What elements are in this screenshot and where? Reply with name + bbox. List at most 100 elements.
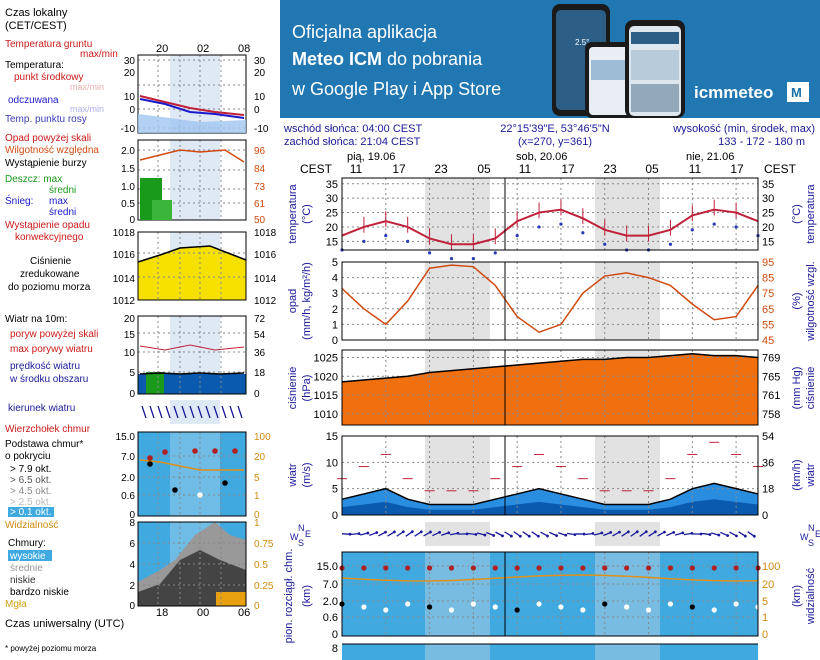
cloud-cover-label: Chmury: [8, 538, 46, 549]
legend-dew-area [138, 114, 246, 133]
cloud-base-mark [536, 601, 542, 607]
app-banner[interactable]: Oficjalna aplikacja Meteo ICM do pobrani… [280, 0, 820, 118]
cloud-frame [341, 551, 759, 637]
legend-clouds-rtick-4: 0 [254, 510, 260, 521]
legend-clouds-rtick-1: 20 [254, 452, 266, 463]
rh-ylabel-right: wilgotność wzgl. [805, 261, 817, 341]
legend-pressure-rtick-3: 1012 [254, 296, 277, 307]
wind-arrow-head [752, 534, 756, 538]
legend-precip-ltick-4: 0 [129, 215, 135, 226]
wind-tick-L-0: 15 [326, 431, 338, 443]
temp-series-line [341, 208, 759, 246]
wind-arrow-head [456, 531, 460, 535]
visibility-tick-R-1: 20 [762, 579, 774, 591]
speed-sub: w środku obszaru [9, 374, 88, 385]
legend-cloud-mark-1 [162, 449, 168, 455]
legend-wind-arrow [181, 405, 187, 419]
legend-rain-mid-bar [152, 200, 172, 220]
wind-arrow-head [600, 531, 604, 535]
cloud-base-mark [361, 604, 367, 610]
legend-temp-ltick-1: 20 [124, 68, 136, 79]
temp-ylabel-right: temperatura [805, 183, 817, 243]
conv-label: Wystąpienie opadu [5, 220, 90, 231]
legend-wind-arrow [221, 405, 227, 419]
tz-left: CEST [300, 162, 333, 176]
legend-pressure-ltick-0: 1018 [113, 228, 136, 239]
wind-arrow-head [546, 534, 549, 538]
legend-rh-line [139, 149, 245, 163]
grid-text: (x=270, y=361) [518, 136, 592, 148]
legend-precip-night [170, 140, 220, 220]
cloud-top-mark [492, 565, 498, 571]
wind-arrow-head [410, 530, 414, 534]
fog-label: Mgła [5, 599, 27, 610]
legend-clouds-rtick-2: 5 [254, 473, 260, 484]
high-cloud-label: wysokie [9, 551, 46, 562]
dew-point-mark [537, 225, 541, 229]
temp-tick-L-0: 35 [326, 179, 338, 191]
wind-arrow-head [392, 530, 396, 534]
pressure-series-line [341, 352, 759, 383]
tick-local-08: 08 [238, 43, 250, 55]
gust-above-label: poryw powyżej skali [10, 329, 98, 340]
legend-temp-rtick-3: 0 [254, 105, 260, 116]
wind-arrow-head [699, 532, 703, 536]
cloud-top-mark [711, 565, 717, 571]
dew-point-mark [493, 251, 497, 255]
legend-pressure-ltick-1: 1016 [113, 250, 136, 261]
legend-precip-rtick-1: 84 [254, 164, 266, 175]
dew-point-mark [384, 234, 388, 238]
cloud-top-mark [667, 565, 674, 571]
precip-tick-L-1: 4 [332, 273, 338, 285]
snow-label: Śnieg: [5, 194, 33, 207]
wind-frame [341, 435, 759, 516]
tick-utc-18: 18 [156, 607, 168, 619]
icmmeteo-logo: icmmeteo M [694, 82, 809, 102]
cloud-base-mark [492, 604, 498, 610]
legend-temp-ltick-4: -10 [121, 124, 136, 135]
legend-fog-bar [216, 592, 246, 606]
cloud-top-mark [470, 565, 476, 571]
wind-arrow-head [366, 531, 370, 535]
wind-arrow-head [653, 530, 657, 534]
wind-arrow-head [635, 530, 639, 534]
compass-letter-4: W [800, 532, 809, 542]
legend-wind-arrow [189, 405, 195, 419]
wind-arrow-head [708, 533, 712, 536]
legend-pressure-rtick-0: 1018 [254, 228, 277, 239]
gust-max-label: max porywy wiatru [10, 344, 93, 355]
legend-winddir-night [170, 400, 220, 424]
cloud-base-mark [405, 601, 411, 607]
wind-arrow-head [644, 530, 648, 534]
phone-illustration: 2.5° [552, 4, 685, 118]
legend-wind-arrow [197, 405, 203, 419]
pressure-ylabel-right: ciśnienie [805, 367, 817, 410]
wind-tick-L-2: 5 [332, 484, 338, 496]
wind-tick-R-3: 0 [762, 510, 768, 522]
time-local-sub: (CET/CEST) [5, 20, 67, 32]
legend-wind-arrow [165, 405, 171, 419]
legend-cover-rtick-0: 1 [254, 518, 260, 529]
cloud-base-label: Podstawa chmur* [5, 439, 83, 450]
visibility-unit-right: (km) [791, 585, 803, 607]
temp-unit-left: (°C) [301, 204, 313, 224]
legend-wind-frame [137, 315, 247, 395]
svg-text:M: M [791, 85, 802, 100]
wind-arrow-head [573, 533, 577, 537]
legend-cover-ltick-1: 6 [129, 539, 135, 550]
legend-clouds-night [170, 432, 220, 516]
legend-wind-arrow [205, 405, 211, 419]
precip-ylabel-left: opad [287, 289, 299, 313]
cloud-base-sub: o pokryciu [5, 451, 51, 462]
hour-axis: 11 17 23 05 11 17 23 05 11 17 [350, 162, 744, 176]
cloud-base-mark [470, 601, 476, 607]
wind-arrow-head [672, 530, 676, 534]
cover-panel-partial-night-1 [595, 644, 660, 660]
legend-pressure-rtick-1: 1016 [254, 250, 277, 261]
wind-arrow-head [690, 531, 694, 535]
legend-precip-frame [137, 139, 247, 221]
rh-tick-R-4: 55 [762, 319, 774, 331]
legend-cloud-mark-3 [212, 448, 218, 454]
pressure-tick-R-0: 769 [762, 353, 780, 365]
